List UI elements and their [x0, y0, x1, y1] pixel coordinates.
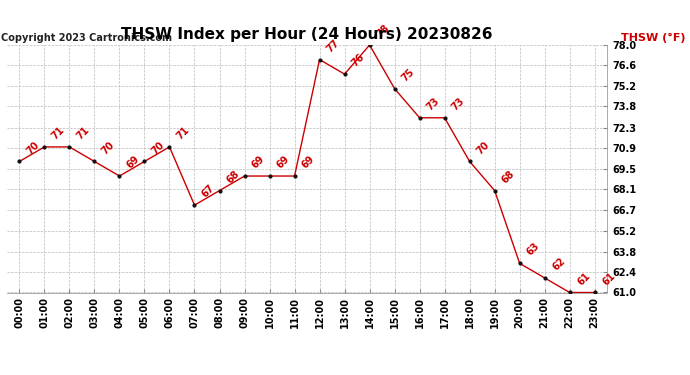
Text: 78: 78 [375, 23, 392, 39]
Title: THSW Index per Hour (24 Hours) 20230826: THSW Index per Hour (24 Hours) 20230826 [121, 27, 493, 42]
Text: 70: 70 [25, 139, 41, 156]
Text: 70: 70 [100, 139, 117, 156]
Text: 69: 69 [125, 154, 141, 171]
Text: 68: 68 [225, 168, 241, 185]
Text: THSW (°F): THSW (°F) [621, 33, 685, 42]
Text: 71: 71 [175, 125, 192, 141]
Text: 73: 73 [425, 96, 442, 112]
Text: 75: 75 [400, 66, 417, 83]
Text: 73: 73 [450, 96, 467, 112]
Text: 61: 61 [600, 270, 617, 287]
Text: 76: 76 [350, 52, 367, 69]
Text: 69: 69 [275, 154, 292, 171]
Text: 69: 69 [250, 154, 267, 171]
Text: 70: 70 [475, 139, 492, 156]
Text: 68: 68 [500, 168, 517, 185]
Text: 71: 71 [50, 125, 67, 141]
Text: Copyright 2023 Cartronics.com: Copyright 2023 Cartronics.com [1, 33, 172, 42]
Text: 62: 62 [550, 256, 567, 272]
Text: 77: 77 [325, 38, 342, 54]
Text: 70: 70 [150, 139, 167, 156]
Text: 71: 71 [75, 125, 92, 141]
Text: 63: 63 [525, 241, 542, 258]
Text: 69: 69 [300, 154, 317, 171]
Text: 67: 67 [200, 183, 217, 200]
Text: 61: 61 [575, 270, 592, 287]
